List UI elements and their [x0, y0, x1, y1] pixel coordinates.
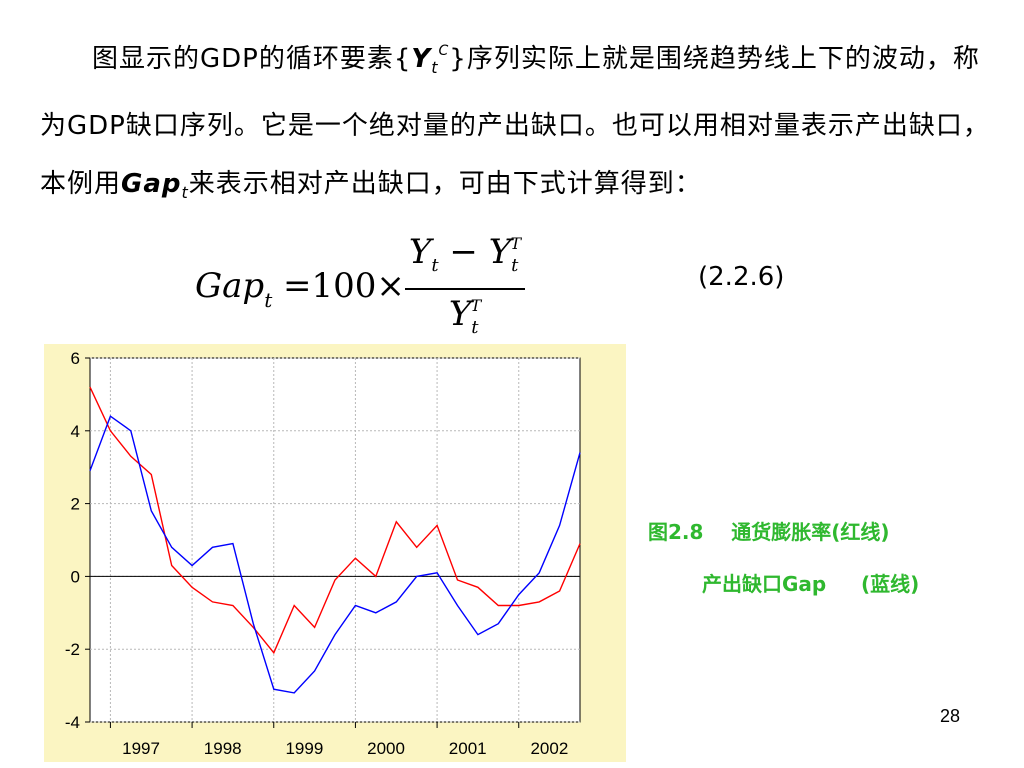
- den-y: Y: [448, 294, 472, 334]
- y-tick-label: 6: [71, 349, 80, 368]
- num-y-sub: t: [431, 255, 439, 276]
- den-y-sub: t: [471, 317, 479, 338]
- x-tick-label: 2001: [449, 739, 487, 758]
- page-number: 28: [940, 706, 961, 726]
- line-chart: -4 -2 0 2 4 6 1997 1998 1999 2000 2001 2002: [44, 344, 626, 762]
- num-yt: Y: [488, 232, 512, 272]
- paragraph-text-c: 来表示相对产出缺口，可由下式计算得到：: [188, 169, 702, 199]
- formula-equals: =100×: [283, 266, 405, 306]
- den-y-sup: T: [470, 296, 482, 315]
- x-tick-label: 2002: [530, 739, 568, 758]
- formula-numerator: Yt − YtT: [405, 232, 525, 276]
- x-tick-label: 1999: [285, 739, 323, 758]
- num-yt-sub: t: [511, 255, 519, 276]
- plot-area: [89, 357, 581, 723]
- x-tick-label: 1997: [122, 739, 160, 758]
- num-yt-sup: T: [510, 234, 522, 253]
- y-subscript: t: [431, 58, 439, 77]
- figure-caption-line1: 图2.8 通货膨胀率(红线): [648, 520, 890, 544]
- x-tick-label: 1998: [204, 739, 242, 758]
- series-line-2: [89, 415, 581, 694]
- gap-subscript: t: [181, 183, 189, 202]
- formula-denominator: YtT: [405, 294, 525, 338]
- body-paragraph: 图显示的GDP的循环要素{YtC}序列实际上就是围绕趋势线上下的波动，称为GDP…: [40, 22, 990, 222]
- y-superscript: C: [438, 43, 450, 59]
- y-symbol: Y: [411, 44, 432, 74]
- fraction-bar: [405, 288, 525, 290]
- formula-gap-sub: t: [264, 288, 273, 312]
- paragraph-text-b: }序列实际上就是围绕趋势线上下的波动，称为GDP缺口序列。它是一个绝对量的产出缺…: [40, 44, 990, 199]
- formula-gap: Gap: [195, 266, 265, 306]
- series-line-1: [89, 386, 581, 655]
- chart-svg: -4 -2 0 2 4 6 1997 1998 1999 2000 2001 2002: [65, 349, 581, 758]
- x-tick-label: 2000: [367, 739, 405, 758]
- y-tick-label: 2: [71, 495, 80, 514]
- y-tick-label: -2: [65, 640, 80, 659]
- y-tick-label: -4: [65, 713, 80, 732]
- y-tick-label: 4: [71, 422, 80, 441]
- num-minus: −: [438, 232, 489, 272]
- gap-formula: Gapt =100× Yt − YtT YtT: [195, 232, 535, 342]
- gap-symbol: Gap: [121, 169, 182, 199]
- figure-caption-line2: 产出缺口Gap (蓝线): [702, 572, 920, 596]
- equation-number: (2.2.6): [698, 262, 785, 292]
- formula-lhs: Gapt: [195, 266, 272, 312]
- num-y: Y: [408, 232, 432, 272]
- paragraph-text-a: 图显示的GDP的循环要素{: [92, 44, 412, 74]
- y-tick-label: 0: [71, 567, 80, 586]
